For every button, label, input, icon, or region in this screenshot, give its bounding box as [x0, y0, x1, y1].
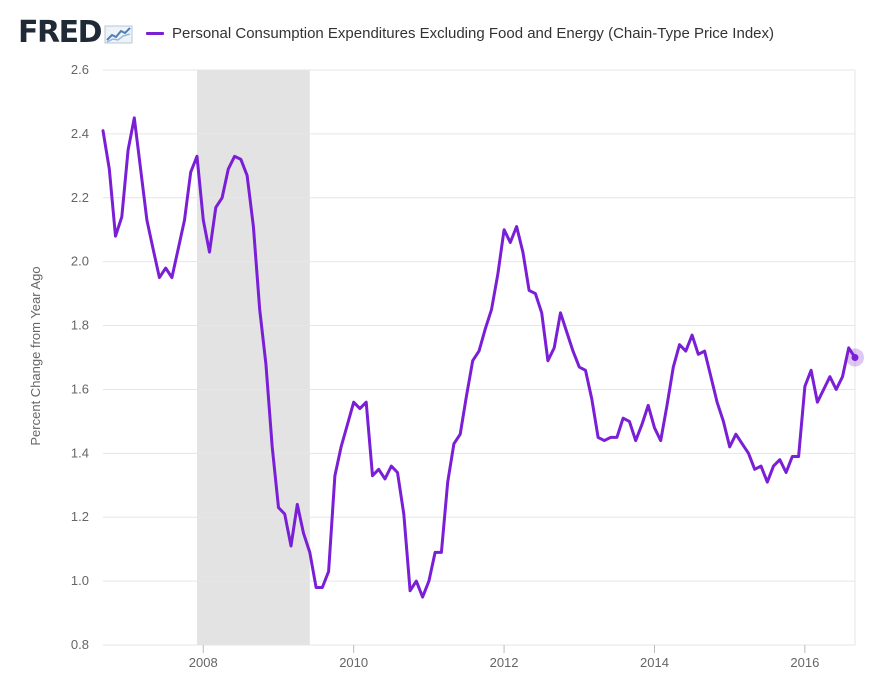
last-point-marker: [851, 354, 859, 361]
fred-logo-text: FRED: [18, 15, 103, 50]
y-tick-label: 2.4: [71, 126, 89, 141]
y-tick-label: 2.0: [71, 254, 89, 269]
y-tick-label: 1.6: [71, 381, 89, 396]
x-tick-label: 2016: [790, 655, 819, 670]
legend-series-label: Personal Consumption Expenditures Exclud…: [172, 24, 774, 42]
series-layer: [101, 116, 864, 599]
x-axis-ticks: 2008 2010 2012 2014 2016: [189, 645, 819, 670]
y-tick-label: 0.8: [71, 637, 89, 652]
series-line: [101, 116, 857, 599]
x-tick-label: 2010: [339, 655, 368, 670]
y-tick-label: 2.6: [71, 62, 89, 77]
x-tick-label: 2014: [640, 655, 669, 670]
y-axis-tick-labels: 0.8 1.0 1.2 1.4 1.6 1.8 2.0 2.2 2.4 2.6: [71, 62, 89, 652]
recession-shading-layer: [197, 70, 310, 645]
fred-logo[interactable]: FRED: [18, 18, 134, 48]
y-tick-label: 1.2: [71, 509, 89, 524]
y-tick-label: 1.0: [71, 573, 89, 588]
x-tick-label: 2012: [490, 655, 519, 670]
chart-header: FRED Personal Consumption Expenditures E…: [18, 16, 774, 50]
y-tick-label: 2.2: [71, 190, 89, 205]
recession-band: [197, 70, 310, 645]
legend-swatch: [146, 31, 164, 35]
y-tick-label: 1.4: [71, 445, 89, 460]
chart-legend[interactable]: Personal Consumption Expenditures Exclud…: [146, 25, 774, 42]
x-tick-label: 2008: [189, 655, 218, 670]
grid-layer: [103, 69, 856, 646]
line-chart-icon: [104, 25, 133, 44]
y-axis-title: Percent Change from Year Ago: [28, 266, 43, 445]
y-tick-label: 1.8: [71, 318, 89, 333]
